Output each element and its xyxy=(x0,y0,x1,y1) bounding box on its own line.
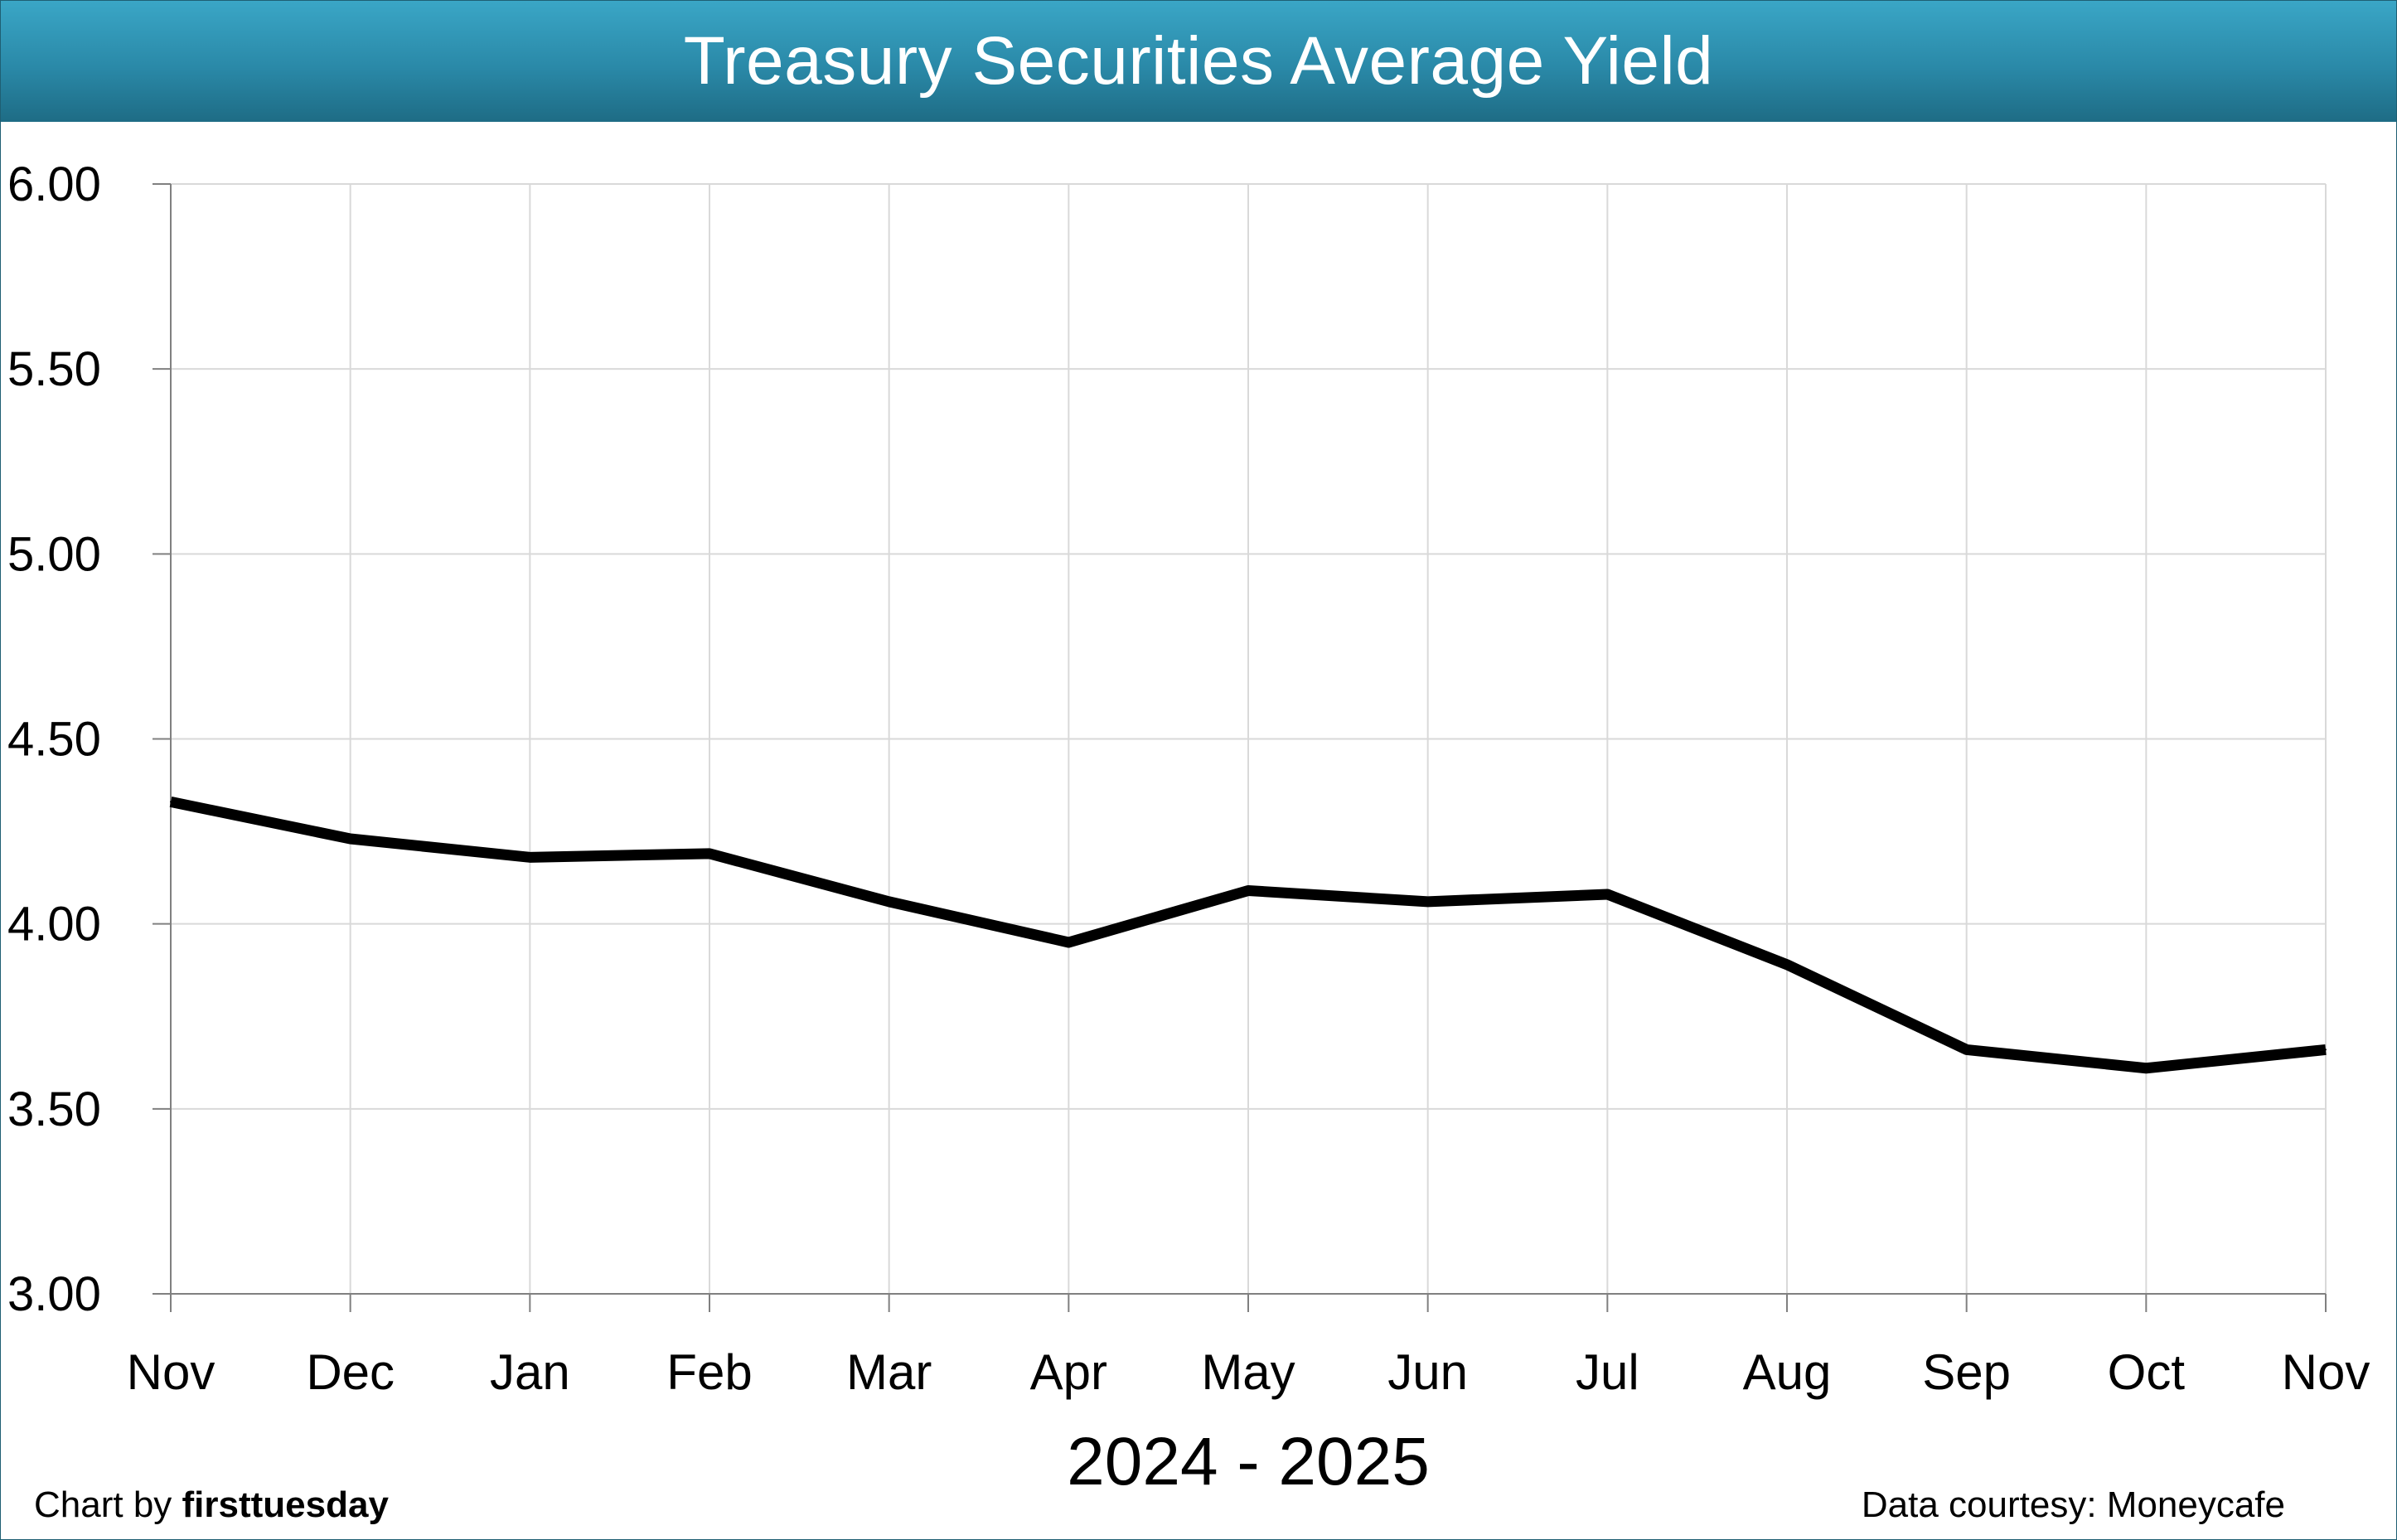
series-group xyxy=(169,797,2327,1074)
data-point xyxy=(2325,1048,2327,1051)
data-point xyxy=(349,838,351,840)
data-point xyxy=(709,852,710,855)
chart-credit: Chart by firsttuesday xyxy=(34,1484,389,1526)
data-point xyxy=(170,801,172,803)
x-tick-label: Nov xyxy=(127,1344,215,1400)
data-source: Data courtesy: Moneycafe xyxy=(1861,1484,2285,1525)
data-point xyxy=(1606,893,1609,895)
x-tick-label: Jul xyxy=(1576,1344,1639,1400)
y-tick-label: 3.00 xyxy=(7,1267,101,1321)
y-tick-label: 5.00 xyxy=(7,527,101,581)
x-tick-label: Nov xyxy=(2282,1344,2370,1400)
x-tick-label: Mar xyxy=(846,1344,932,1400)
x-tick-label: Apr xyxy=(1030,1344,1107,1400)
data-point xyxy=(1786,963,1788,966)
y-tick-label: 4.50 xyxy=(7,713,101,767)
x-tick-label: Feb xyxy=(666,1344,752,1400)
chart-header: Treasury Securities Average Yield xyxy=(1,1,2396,122)
y-tick-label: 3.50 xyxy=(7,1082,101,1136)
x-tick-label: Jun xyxy=(1387,1344,1468,1400)
x-axis-ticks: Nov Dec Jan Feb Mar Apr May Jun Jul Aug Sep Oct Nov xyxy=(127,1294,2370,1400)
data-point xyxy=(1247,889,1249,892)
y-axis-ticks: 3.00 3.50 4.00 4.50 5.00 5.50 6.00 xyxy=(7,157,171,1321)
x-tick-label: May xyxy=(1201,1344,1295,1400)
data-point xyxy=(1068,941,1070,943)
y-tick-label: 4.00 xyxy=(7,898,101,952)
x-tick-label: Dec xyxy=(306,1344,395,1400)
x-tick-label: Jan xyxy=(490,1344,570,1400)
x-axis-label: 2024 - 2025 xyxy=(1067,1424,1430,1499)
data-point xyxy=(1426,900,1429,903)
x-tick-label: Oct xyxy=(2108,1344,2186,1400)
data-point xyxy=(888,900,890,903)
x-tick-label: Aug xyxy=(1743,1344,1832,1400)
y-tick-label: 5.50 xyxy=(7,342,101,396)
data-point xyxy=(529,856,531,859)
credit-prefix: Chart by xyxy=(34,1484,182,1525)
data-point xyxy=(1965,1048,1968,1051)
chart-title: Treasury Securities Average Yield xyxy=(683,23,1714,99)
gridlines xyxy=(170,183,2327,1294)
y-tick-label: 6.00 xyxy=(7,157,101,211)
x-tick-label: Sep xyxy=(1922,1344,2011,1400)
credit-brand: firsttuesday xyxy=(182,1484,389,1525)
data-point xyxy=(2145,1067,2148,1069)
